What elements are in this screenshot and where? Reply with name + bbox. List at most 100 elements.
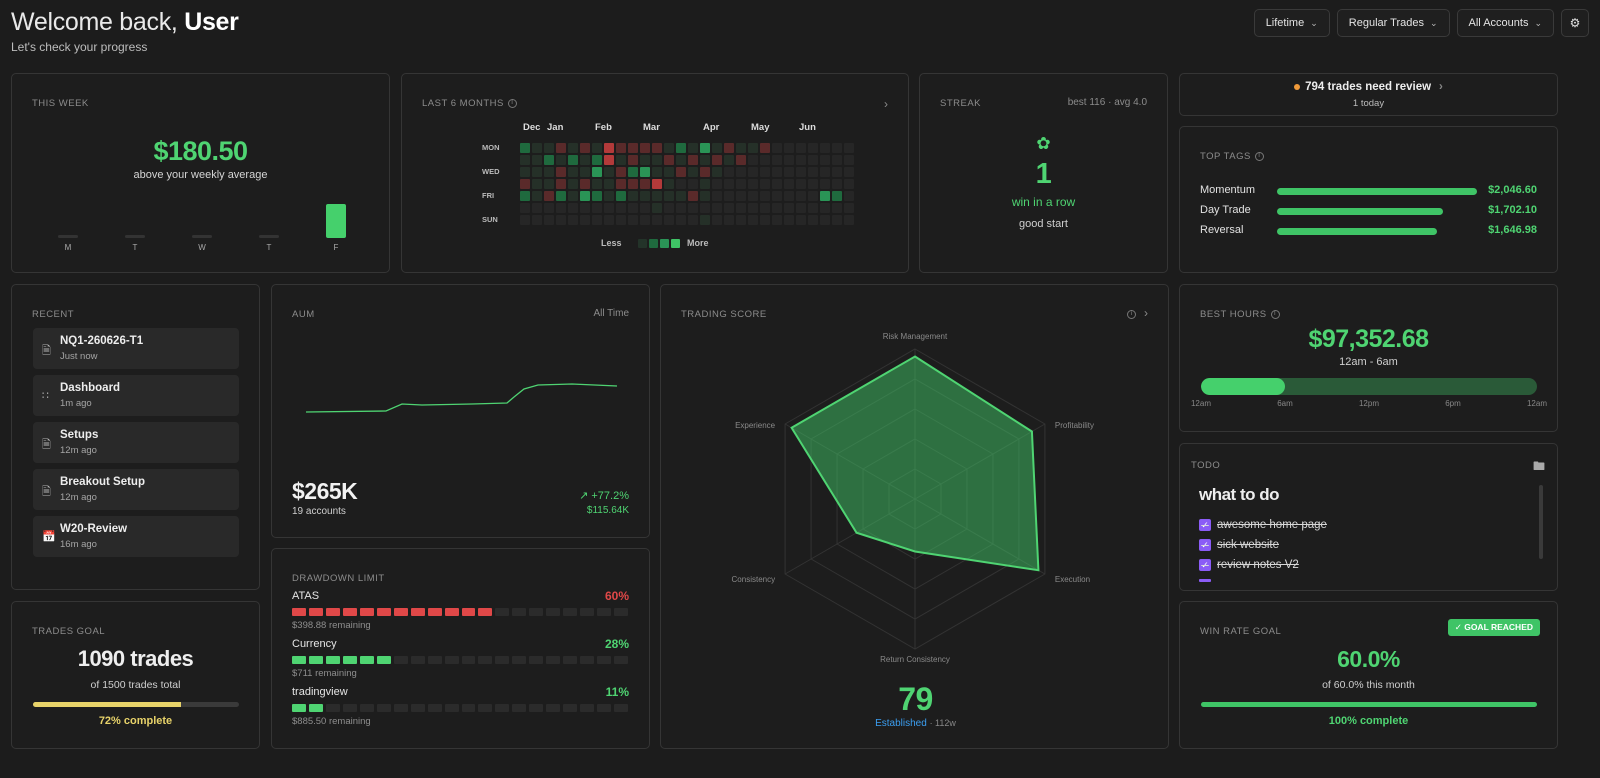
heatmap-cell[interactable] — [652, 143, 662, 153]
heatmap-cell[interactable] — [592, 215, 602, 225]
heatmap-cell[interactable] — [556, 167, 566, 177]
heatmap-cell[interactable] — [640, 179, 650, 189]
heatmap-cell[interactable] — [544, 179, 554, 189]
heatmap-cell[interactable] — [520, 179, 530, 189]
heatmap-cell[interactable] — [832, 191, 842, 201]
week-bar[interactable] — [259, 235, 279, 238]
heatmap-cell[interactable] — [736, 167, 746, 177]
heatmap-cell[interactable] — [712, 203, 722, 213]
heatmap-cell[interactable] — [808, 191, 818, 201]
heatmap-cell[interactable] — [676, 179, 686, 189]
heatmap-cell[interactable] — [688, 191, 698, 201]
heatmap-cell[interactable] — [688, 179, 698, 189]
heatmap-cell[interactable] — [748, 215, 758, 225]
heatmap-cell[interactable] — [784, 215, 794, 225]
heatmap-cell[interactable] — [760, 167, 770, 177]
recent-item[interactable]: 🗎 Breakout Setup 12m ago — [33, 469, 239, 510]
heatmap-cell[interactable] — [532, 203, 542, 213]
heatmap-cell[interactable] — [664, 215, 674, 225]
heatmap-cell[interactable] — [796, 155, 806, 165]
heatmap-cell[interactable] — [688, 167, 698, 177]
recent-item[interactable]: 🗎 Setups 12m ago — [33, 422, 239, 463]
week-bar[interactable] — [326, 204, 346, 238]
heatmap-cell[interactable] — [568, 179, 578, 189]
heatmap-cell[interactable] — [568, 167, 578, 177]
folder-icon[interactable]: 🖿 — [1532, 459, 1545, 473]
heatmap-cell[interactable] — [532, 167, 542, 177]
heatmap-cell[interactable] — [640, 191, 650, 201]
recent-item[interactable]: ∷ Dashboard 1m ago — [33, 375, 239, 416]
heatmap-cell[interactable] — [532, 191, 542, 201]
heatmap-cell[interactable] — [748, 203, 758, 213]
heatmap-cell[interactable] — [568, 143, 578, 153]
heatmap-cell[interactable] — [604, 167, 614, 177]
heatmap-cell[interactable] — [580, 167, 590, 177]
heatmap-cell[interactable] — [676, 167, 686, 177]
heatmap-cell[interactable] — [664, 179, 674, 189]
heatmap-cell[interactable] — [784, 155, 794, 165]
heatmap-cell[interactable] — [796, 215, 806, 225]
heatmap-cell[interactable] — [784, 167, 794, 177]
chevron-right-icon[interactable]: › — [1144, 306, 1148, 320]
heatmap-cell[interactable] — [592, 143, 602, 153]
heatmap-cell[interactable] — [712, 179, 722, 189]
accounts-dropdown[interactable]: All Accounts ⌄ — [1456, 9, 1554, 37]
heatmap-cell[interactable] — [844, 155, 854, 165]
heatmap-cell[interactable] — [556, 143, 566, 153]
heatmap-cell[interactable] — [844, 191, 854, 201]
heatmap-cell[interactable] — [616, 179, 626, 189]
heatmap-cell[interactable] — [532, 143, 542, 153]
heatmap-cell[interactable] — [724, 167, 734, 177]
heatmap-cell[interactable] — [532, 215, 542, 225]
heatmap-cell[interactable] — [616, 167, 626, 177]
heatmap-cell[interactable] — [712, 155, 722, 165]
heatmap-cell[interactable] — [736, 179, 746, 189]
heatmap-cell[interactable] — [544, 143, 554, 153]
heatmap-cell[interactable] — [820, 179, 830, 189]
heatmap-cell[interactable] — [820, 215, 830, 225]
heatmap-cell[interactable] — [712, 143, 722, 153]
heatmap-cell[interactable] — [640, 215, 650, 225]
heatmap-cell[interactable] — [628, 143, 638, 153]
heatmap-cell[interactable] — [616, 143, 626, 153]
heatmap-cell[interactable] — [760, 215, 770, 225]
heatmap-cell[interactable] — [580, 203, 590, 213]
heatmap-cell[interactable] — [700, 179, 710, 189]
heatmap-cell[interactable] — [544, 167, 554, 177]
heatmap-cell[interactable] — [748, 179, 758, 189]
heatmap-cell[interactable] — [604, 179, 614, 189]
heatmap-cell[interactable] — [700, 143, 710, 153]
heatmap-cell[interactable] — [592, 191, 602, 201]
review-card[interactable]: 794 trades need review › 1 today — [1179, 73, 1558, 116]
heatmap-cell[interactable] — [604, 203, 614, 213]
heatmap-cell[interactable] — [676, 203, 686, 213]
heatmap-cell[interactable] — [604, 215, 614, 225]
heatmap-cell[interactable] — [748, 191, 758, 201]
heatmap-cell[interactable] — [688, 155, 698, 165]
heatmap-cell[interactable] — [580, 215, 590, 225]
heatmap-cell[interactable] — [712, 167, 722, 177]
todo-item[interactable]: ✓ sick website — [1199, 539, 1279, 551]
heatmap-cell[interactable] — [676, 191, 686, 201]
heatmap-cell[interactable] — [760, 203, 770, 213]
heatmap-cell[interactable] — [772, 203, 782, 213]
heatmap-cell[interactable] — [688, 203, 698, 213]
heatmap-cell[interactable] — [556, 155, 566, 165]
heatmap-cell[interactable] — [772, 167, 782, 177]
heatmap-cell[interactable] — [760, 155, 770, 165]
heatmap-cell[interactable] — [520, 143, 530, 153]
info-icon[interactable]: i — [1254, 151, 1264, 161]
heatmap-cell[interactable] — [640, 143, 650, 153]
heatmap-cell[interactable] — [580, 155, 590, 165]
todo-item[interactable]: ✓ review notes V2 — [1199, 559, 1299, 571]
heatmap-cell[interactable] — [556, 191, 566, 201]
heatmap-cell[interactable] — [532, 179, 542, 189]
heatmap-cell[interactable] — [736, 191, 746, 201]
heatmap-cell[interactable] — [808, 203, 818, 213]
heatmap-cell[interactable] — [784, 191, 794, 201]
heatmap-cell[interactable] — [736, 143, 746, 153]
heatmap-cell[interactable] — [688, 143, 698, 153]
trade-type-dropdown[interactable]: Regular Trades ⌄ — [1336, 9, 1450, 37]
heatmap-cell[interactable] — [724, 143, 734, 153]
info-icon[interactable]: i — [507, 98, 517, 108]
